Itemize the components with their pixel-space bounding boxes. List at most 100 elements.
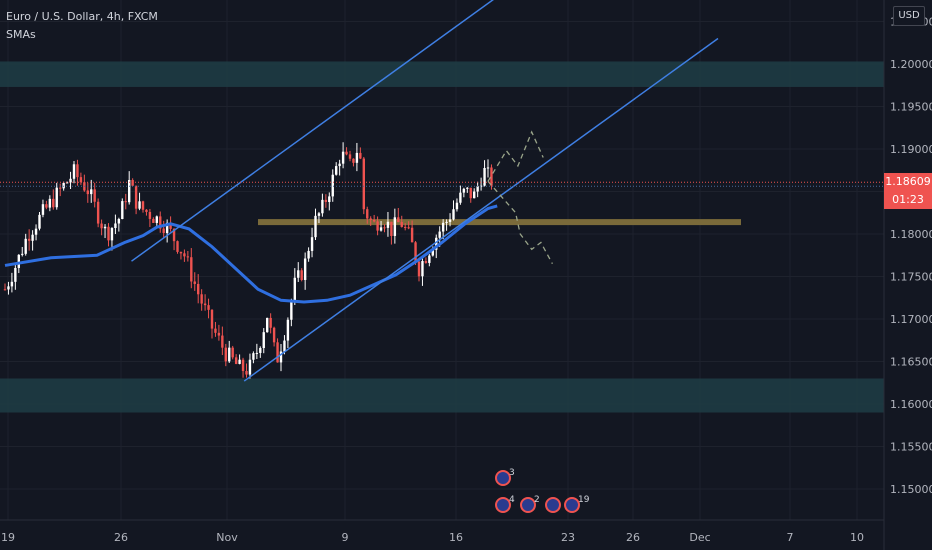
candle-body (155, 216, 158, 223)
y-tick-label: 1.17500 (890, 271, 932, 284)
candle-body (52, 198, 55, 208)
economic-events[interactable]: 3 4 2 19 (495, 468, 590, 513)
projection-down (487, 180, 553, 265)
candle-body (90, 189, 93, 195)
event-icon-eu[interactable] (495, 470, 511, 486)
candle-body (293, 277, 296, 302)
candle-body (286, 319, 290, 341)
currency-button[interactable]: USD (893, 6, 925, 26)
candle-body (386, 221, 390, 228)
projection-path (487, 130, 553, 265)
candle-body (162, 228, 165, 233)
candle-body (307, 250, 310, 259)
event-icon-us-count: 4 (509, 495, 515, 505)
y-tick-label: 1.19500 (890, 101, 932, 114)
y-tick-label: 1.19000 (890, 143, 932, 156)
candle-body (279, 351, 283, 363)
event-icon-us[interactable] (495, 497, 511, 513)
candle-body (221, 335, 224, 348)
candle-body (190, 257, 193, 282)
candle-body (117, 218, 121, 224)
candle-body (366, 209, 369, 219)
trend-channel (131, 0, 719, 382)
candle-body (372, 219, 376, 222)
candle-body (255, 352, 259, 354)
x-tick-label: 10 (850, 531, 864, 544)
candle-body (72, 164, 76, 179)
x-tick-label: Nov (216, 531, 238, 544)
candle-body (186, 256, 190, 258)
y-tick-label: 1.15000 (890, 483, 932, 496)
candle-body (290, 301, 293, 320)
candle-body (331, 174, 334, 197)
candles (3, 142, 493, 379)
candle-body (96, 201, 100, 224)
candle-body (424, 261, 428, 263)
candle-body (17, 254, 20, 268)
indicator-label[interactable]: SMAs (6, 28, 36, 41)
candle-body (459, 192, 462, 203)
candle-body (400, 222, 403, 227)
candle-body (324, 199, 328, 203)
candle-body (27, 238, 31, 241)
event-icon-eu-4-count: 19 (578, 495, 590, 505)
candle-body (303, 258, 307, 280)
y-tick-label: 1.16500 (890, 356, 932, 369)
candle-body (234, 357, 238, 364)
last-price-value: 1.18609 (885, 175, 931, 188)
event-icon-eu-3[interactable] (545, 497, 561, 513)
candle-body (169, 222, 172, 229)
candle-body (321, 199, 324, 214)
candle-body (107, 226, 110, 241)
candle-body (338, 163, 341, 167)
candle-body (490, 167, 493, 186)
candle-body (355, 152, 359, 163)
candle-body (141, 201, 145, 210)
candle-body (10, 281, 14, 287)
candle-body (224, 347, 227, 362)
candle-body (14, 267, 17, 282)
candle-body (269, 317, 272, 328)
price-zone (0, 378, 884, 413)
candle-body (352, 158, 355, 163)
candle-body (114, 223, 117, 229)
candle-body (259, 348, 262, 353)
candle-body (483, 167, 486, 186)
candle-body (3, 289, 7, 291)
channel-upper-line (131, 0, 494, 262)
candle-body (335, 166, 338, 175)
sma-line (4, 204, 498, 304)
support-line (258, 219, 741, 226)
candle-body (193, 281, 196, 284)
candle-body (210, 309, 214, 329)
candle-body (245, 371, 248, 375)
x-tick-label: 19 (1, 531, 15, 544)
candle-body (317, 213, 321, 216)
x-tick-label: 26 (114, 531, 128, 544)
candle-body (252, 353, 255, 360)
y-tick-label: 1.17000 (890, 313, 932, 326)
event-icon-eu-4[interactable] (564, 497, 580, 513)
candle-body (207, 305, 210, 310)
event-icon-eu-2[interactable] (520, 497, 536, 513)
candle-body (41, 204, 45, 215)
last-price-tag: 1.18609 01:23 (884, 173, 932, 209)
candle-body (407, 227, 410, 229)
candle-body (110, 228, 114, 241)
candle-body (276, 342, 279, 363)
candle-body (145, 209, 148, 212)
candle-body (134, 185, 138, 209)
candle-body (238, 359, 241, 364)
price-zone (0, 61, 884, 87)
x-tick-label: 7 (787, 531, 794, 544)
candle-body (417, 261, 421, 277)
y-tick-label: 1.18000 (890, 228, 932, 241)
chart-title: Euro / U.S. Dollar, 4h, FXCM (6, 10, 158, 23)
event-icon-eu-2-count: 2 (534, 495, 540, 505)
candle-body (300, 270, 303, 280)
candle-body (65, 182, 69, 184)
candle-body (362, 158, 365, 210)
candle-body (138, 201, 141, 209)
